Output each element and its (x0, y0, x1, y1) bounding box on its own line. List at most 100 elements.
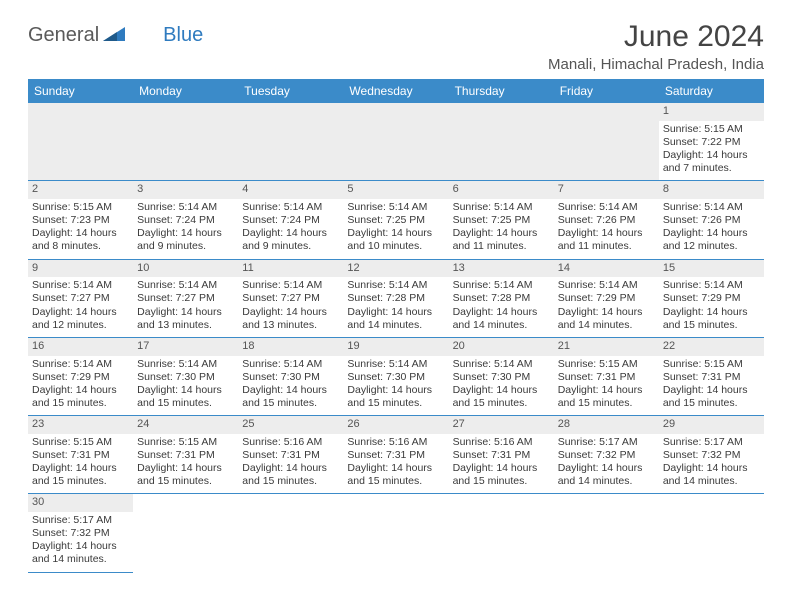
day-number: 29 (659, 416, 764, 434)
calendar-header-row: Sunday Monday Tuesday Wednesday Thursday… (28, 79, 764, 103)
calendar-cell: 14Sunrise: 5:14 AMSunset: 7:29 PMDayligh… (554, 259, 659, 337)
sunset-text: Sunset: 7:31 PM (453, 449, 550, 462)
daylight-text: Daylight: 14 hours and 15 minutes. (663, 384, 760, 410)
sunset-text: Sunset: 7:24 PM (137, 214, 234, 227)
day-number: 24 (133, 416, 238, 434)
daylight-text: Daylight: 14 hours and 12 minutes. (32, 306, 129, 332)
calendar-cell: 21Sunrise: 5:15 AMSunset: 7:31 PMDayligh… (554, 337, 659, 415)
calendar-cell: 18Sunrise: 5:14 AMSunset: 7:30 PMDayligh… (238, 337, 343, 415)
sunrise-text: Sunrise: 5:14 AM (242, 201, 339, 214)
daylight-text: Daylight: 14 hours and 15 minutes. (242, 462, 339, 488)
calendar-cell (554, 103, 659, 181)
calendar-cell: 9Sunrise: 5:14 AMSunset: 7:27 PMDaylight… (28, 259, 133, 337)
sunset-text: Sunset: 7:32 PM (663, 449, 760, 462)
sunset-text: Sunset: 7:26 PM (558, 214, 655, 227)
calendar-table: Sunday Monday Tuesday Wednesday Thursday… (28, 79, 764, 573)
page-title: June 2024 (548, 20, 764, 54)
daylight-text: Daylight: 14 hours and 9 minutes. (242, 227, 339, 253)
calendar-cell (133, 103, 238, 181)
sunrise-text: Sunrise: 5:14 AM (558, 201, 655, 214)
sunrise-text: Sunrise: 5:14 AM (32, 358, 129, 371)
sunset-text: Sunset: 7:29 PM (558, 292, 655, 305)
daylight-text: Daylight: 14 hours and 8 minutes. (32, 227, 129, 253)
calendar-week-row: 1 Sunrise: 5:15 AMSunset: 7:22 PMDaylight… (28, 103, 764, 181)
col-tuesday: Tuesday (238, 79, 343, 103)
sunrise-text: Sunrise: 5:14 AM (347, 201, 444, 214)
daylight-text: Daylight: 14 hours and 15 minutes. (137, 462, 234, 488)
sunrise-text: Sunrise: 5:15 AM (137, 436, 234, 449)
day-number: 22 (659, 338, 764, 356)
calendar-week-row: 2Sunrise: 5:15 AMSunset: 7:23 PMDaylight… (28, 181, 764, 259)
sunrise-text: Sunrise: 5:16 AM (242, 436, 339, 449)
calendar-cell: 12Sunrise: 5:14 AMSunset: 7:28 PMDayligh… (343, 259, 448, 337)
sunset-text: Sunset: 7:27 PM (242, 292, 339, 305)
day-number: 16 (28, 338, 133, 356)
calendar-cell (449, 494, 554, 572)
logo-text-general: General (28, 24, 99, 47)
daylight-text: Daylight: 14 hours and 15 minutes. (32, 462, 129, 488)
col-wednesday: Wednesday (343, 79, 448, 103)
daylight-text: Daylight: 14 hours and 7 minutes. (663, 149, 760, 175)
day-number: 27 (449, 416, 554, 434)
daylight-text: Daylight: 14 hours and 15 minutes. (32, 384, 129, 410)
day-number: 7 (554, 181, 659, 199)
sunrise-text: Sunrise: 5:15 AM (663, 123, 760, 136)
calendar-cell: 20Sunrise: 5:14 AMSunset: 7:30 PMDayligh… (449, 337, 554, 415)
sunset-text: Sunset: 7:31 PM (558, 371, 655, 384)
col-monday: Monday (133, 79, 238, 103)
sunrise-text: Sunrise: 5:16 AM (347, 436, 444, 449)
logo-triangle-icon (103, 27, 125, 46)
calendar-cell: 8Sunrise: 5:14 AMSunset: 7:26 PMDaylight… (659, 181, 764, 259)
day-number: 8 (659, 181, 764, 199)
sunset-text: Sunset: 7:22 PM (663, 136, 760, 149)
sunrise-text: Sunrise: 5:14 AM (137, 279, 234, 292)
calendar-week-row: 16Sunrise: 5:14 AMSunset: 7:29 PMDayligh… (28, 337, 764, 415)
sunrise-text: Sunrise: 5:14 AM (242, 358, 339, 371)
calendar-body: 1Sunrise: 5:15 AMSunset: 7:22 PMDaylight… (28, 103, 764, 572)
calendar-cell: 27Sunrise: 5:16 AMSunset: 7:31 PMDayligh… (449, 416, 554, 494)
sunset-text: Sunset: 7:25 PM (453, 214, 550, 227)
calendar-cell (28, 103, 133, 181)
calendar-cell: 24Sunrise: 5:15 AMSunset: 7:31 PMDayligh… (133, 416, 238, 494)
day-number: 1 (659, 103, 764, 121)
sunrise-text: Sunrise: 5:15 AM (32, 201, 129, 214)
header-bar: General Blue June 2024 Manali, Himachal … (28, 20, 764, 73)
col-friday: Friday (554, 79, 659, 103)
calendar-cell: 10Sunrise: 5:14 AMSunset: 7:27 PMDayligh… (133, 259, 238, 337)
sunset-text: Sunset: 7:24 PM (242, 214, 339, 227)
sunrise-text: Sunrise: 5:14 AM (347, 358, 444, 371)
day-number: 5 (343, 181, 448, 199)
calendar-cell: 5Sunrise: 5:14 AMSunset: 7:25 PMDaylight… (343, 181, 448, 259)
logo-text-blue: Blue (163, 24, 203, 47)
sunrise-text: Sunrise: 5:15 AM (558, 358, 655, 371)
sunrise-text: Sunrise: 5:17 AM (663, 436, 760, 449)
daylight-text: Daylight: 14 hours and 10 minutes. (347, 227, 444, 253)
sunrise-text: Sunrise: 5:14 AM (137, 358, 234, 371)
day-number: 12 (343, 260, 448, 278)
sunset-text: Sunset: 7:28 PM (453, 292, 550, 305)
sunrise-text: Sunrise: 5:14 AM (137, 201, 234, 214)
calendar-cell: 25Sunrise: 5:16 AMSunset: 7:31 PMDayligh… (238, 416, 343, 494)
calendar-cell: 16Sunrise: 5:14 AMSunset: 7:29 PMDayligh… (28, 337, 133, 415)
sunset-text: Sunset: 7:31 PM (347, 449, 444, 462)
sunrise-text: Sunrise: 5:14 AM (663, 279, 760, 292)
daylight-text: Daylight: 14 hours and 15 minutes. (347, 384, 444, 410)
sunset-text: Sunset: 7:31 PM (242, 449, 339, 462)
sunrise-text: Sunrise: 5:14 AM (453, 201, 550, 214)
calendar-cell (343, 103, 448, 181)
sunset-text: Sunset: 7:31 PM (663, 371, 760, 384)
day-number: 13 (449, 260, 554, 278)
daylight-text: Daylight: 14 hours and 15 minutes. (137, 384, 234, 410)
sunset-text: Sunset: 7:31 PM (32, 449, 129, 462)
sunset-text: Sunset: 7:30 PM (137, 371, 234, 384)
calendar-cell: 15Sunrise: 5:14 AMSunset: 7:29 PMDayligh… (659, 259, 764, 337)
calendar-cell: 29Sunrise: 5:17 AMSunset: 7:32 PMDayligh… (659, 416, 764, 494)
col-sunday: Sunday (28, 79, 133, 103)
calendar-cell: 3Sunrise: 5:14 AMSunset: 7:24 PMDaylight… (133, 181, 238, 259)
sunrise-text: Sunrise: 5:14 AM (347, 279, 444, 292)
calendar-cell: 2Sunrise: 5:15 AMSunset: 7:23 PMDaylight… (28, 181, 133, 259)
day-number: 3 (133, 181, 238, 199)
calendar-cell (659, 494, 764, 572)
daylight-text: Daylight: 14 hours and 13 minutes. (137, 306, 234, 332)
day-number: 21 (554, 338, 659, 356)
